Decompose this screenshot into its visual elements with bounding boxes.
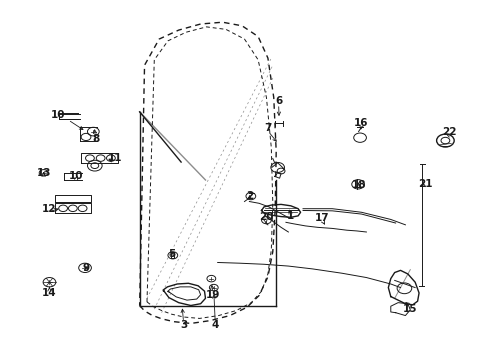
Text: 11: 11: [108, 153, 122, 163]
Text: 5: 5: [167, 248, 175, 258]
Text: 13: 13: [36, 168, 51, 178]
Text: 15: 15: [402, 304, 417, 314]
Text: 6: 6: [274, 96, 282, 106]
Text: 4: 4: [211, 320, 219, 330]
Text: 19: 19: [205, 291, 220, 301]
Text: 1: 1: [286, 211, 294, 221]
Text: 2: 2: [245, 191, 252, 201]
Text: 10: 10: [69, 171, 83, 181]
Text: 8: 8: [92, 134, 99, 144]
Text: 3: 3: [180, 320, 187, 330]
Text: 20: 20: [259, 212, 273, 221]
Text: 22: 22: [441, 127, 456, 136]
Text: 18: 18: [351, 180, 366, 190]
Text: 16: 16: [353, 118, 368, 128]
Text: 10: 10: [50, 111, 65, 121]
Text: 14: 14: [42, 288, 57, 298]
Text: 21: 21: [417, 179, 431, 189]
Text: 9: 9: [82, 263, 89, 273]
Text: 7: 7: [264, 123, 271, 133]
Text: 17: 17: [315, 213, 329, 222]
Text: 12: 12: [42, 204, 57, 214]
